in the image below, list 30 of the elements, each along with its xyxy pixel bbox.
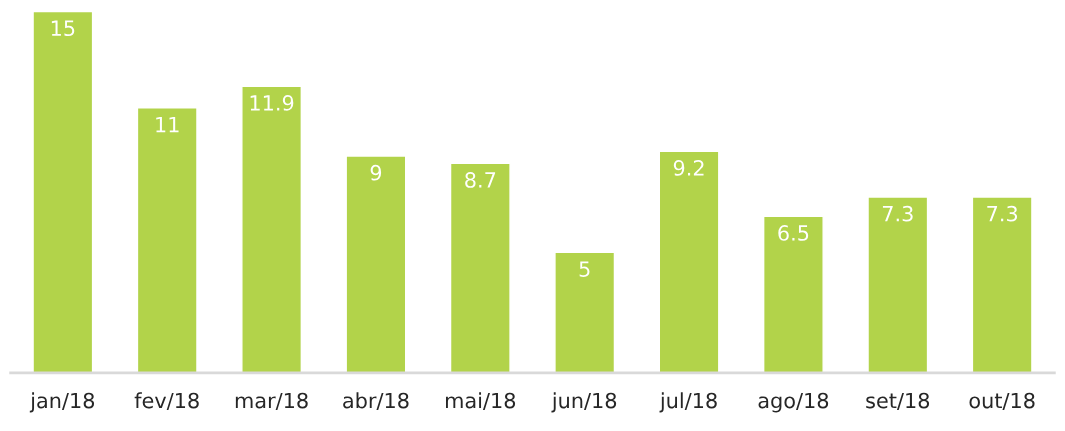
bar	[32, 10, 94, 373]
x-tick-label: abr/18	[343, 392, 409, 411]
bar	[867, 196, 929, 373]
x-tick-label: set/18	[866, 392, 930, 411]
data-label: 11	[156, 116, 179, 133]
bar	[762, 215, 824, 373]
x-tick-label: mai/18	[446, 392, 516, 411]
bar	[658, 150, 720, 373]
bar	[345, 155, 407, 373]
bar	[136, 107, 198, 373]
x-tick-label: jan/18	[29, 392, 95, 413]
bar	[971, 196, 1033, 373]
data-label: 9	[370, 164, 382, 181]
x-tick-label: mar/18	[235, 392, 308, 411]
data-label: 8.7	[465, 172, 496, 188]
data-label: 15	[51, 20, 75, 37]
data-label: 6.5	[778, 225, 809, 241]
x-tick-label: ago/18	[758, 392, 829, 413]
x-tick-label: out/18	[969, 392, 1035, 411]
bar	[554, 251, 616, 373]
x-tick-label: jul/18	[659, 392, 717, 413]
x-tick-label: jun/18	[551, 392, 617, 413]
data-label: 7.3	[987, 205, 1018, 222]
data-label: 7.3	[882, 205, 913, 222]
bar	[241, 85, 303, 373]
data-label: 11.9	[250, 95, 294, 111]
x-tick-label: fev/18	[134, 392, 199, 411]
data-label: 5	[579, 261, 590, 277]
bar	[449, 162, 511, 373]
data-label: 9.2	[673, 160, 704, 176]
